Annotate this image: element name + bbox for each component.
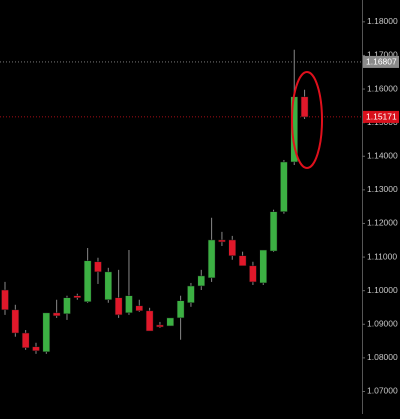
- candle-body: [52, 312, 61, 317]
- candle-body: [94, 261, 102, 273]
- y-tick-label: 1.17000: [367, 50, 398, 60]
- candle-body: [197, 275, 206, 287]
- y-tick-label: 1.13000: [367, 184, 398, 194]
- candle-body: [145, 310, 154, 332]
- price-label-box: [363, 110, 399, 123]
- candle-body: [166, 317, 175, 327]
- price-label: 1.16807: [366, 57, 397, 67]
- candle-body: [259, 249, 267, 284]
- candle-body: [249, 265, 257, 283]
- y-tick-label: 1.07000: [367, 386, 398, 396]
- candle-body: [187, 285, 195, 304]
- y-tick-label: 1.11000: [367, 251, 397, 261]
- candle-body: [1, 289, 9, 311]
- candle-body: [125, 295, 133, 314]
- y-tick-label: 1.09000: [367, 319, 398, 329]
- candle-body: [238, 255, 247, 267]
- candle-body: [73, 295, 82, 298]
- candle-body: [269, 211, 278, 252]
- price-label-box: [363, 55, 399, 68]
- candle-body: [83, 260, 92, 303]
- candle-body: [135, 305, 144, 312]
- candle-body: [114, 297, 123, 316]
- candle-body: [63, 297, 71, 315]
- y-tick-label: 1.08000: [367, 352, 398, 362]
- y-tick-label: 1.18000: [367, 16, 398, 26]
- candle-body: [280, 161, 288, 212]
- y-tick-label: 1.16000: [367, 83, 398, 93]
- y-tick-label: 1.12000: [367, 218, 398, 228]
- candle-body: [300, 96, 309, 118]
- candle-body: [104, 271, 113, 300]
- candle-body: [32, 346, 40, 352]
- candle-body: [42, 312, 51, 353]
- y-tick-label: 1.14000: [367, 151, 398, 161]
- y-tick-label: 1.10000: [367, 285, 398, 295]
- candle-body: [207, 239, 216, 279]
- candle-body: [176, 300, 185, 319]
- plot-area: [0, 49, 362, 354]
- candle-body: [228, 239, 237, 256]
- candle-body: [218, 239, 226, 243]
- highlight-ellipse: [291, 71, 323, 169]
- candle-body: [156, 324, 164, 328]
- price-label: 1.15171: [366, 112, 397, 122]
- candle-body: [21, 332, 30, 349]
- candle-body: [11, 309, 20, 334]
